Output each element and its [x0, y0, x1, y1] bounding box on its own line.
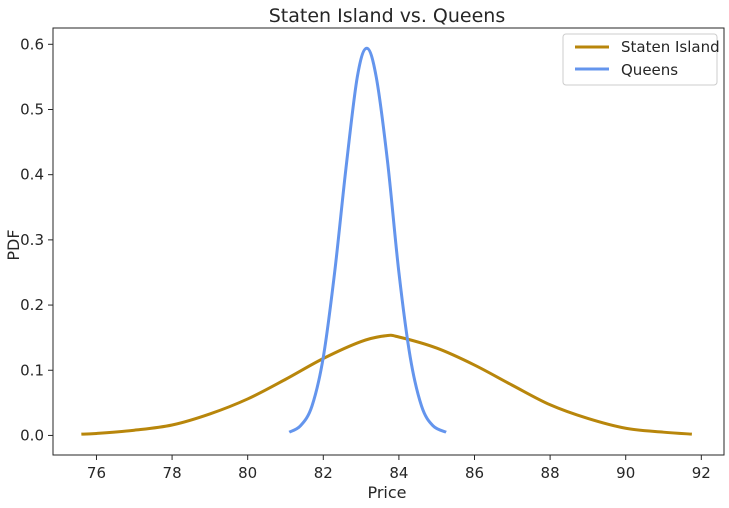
x-axis-ticks: 76 78 80 82 84 86 88 90 92 [87, 455, 711, 482]
x-axis-label: Price [367, 483, 406, 502]
legend: Staten Island Queens [562, 33, 720, 86]
y-tick-label: 0.3 [20, 231, 44, 249]
x-tick-label: 82 [314, 464, 333, 482]
series-line-staten-island [81, 333, 692, 436]
y-axis-label: PDF [4, 229, 23, 260]
plot-frame [52, 27, 725, 456]
y-tick-label: 0.2 [20, 296, 44, 314]
y-tick-label: 0.0 [20, 426, 44, 444]
x-tick-label: 86 [465, 464, 484, 482]
x-tick-label: 92 [692, 464, 711, 482]
x-tick-label: 84 [389, 464, 408, 482]
x-tick-label: 76 [87, 464, 106, 482]
x-tick-label: 88 [541, 464, 560, 482]
x-tick-label: 80 [238, 464, 257, 482]
y-tick-label: 0.4 [20, 166, 44, 184]
x-tick-label: 78 [163, 464, 182, 482]
legend-label-staten-island: Staten Island [621, 38, 720, 56]
x-tick-label: 90 [616, 464, 635, 482]
series-lines [81, 46, 692, 436]
series-line-queens [288, 46, 447, 434]
y-tick-label: 0.1 [20, 361, 44, 379]
y-tick-label: 0.5 [20, 100, 44, 118]
chart-title: Staten Island vs. Queens [269, 5, 505, 27]
y-tick-label: 0.6 [20, 35, 44, 53]
y-axis-ticks: 0.0 0.1 0.2 0.3 0.4 0.5 0.6 [20, 35, 53, 444]
legend-label-queens: Queens [621, 61, 678, 79]
